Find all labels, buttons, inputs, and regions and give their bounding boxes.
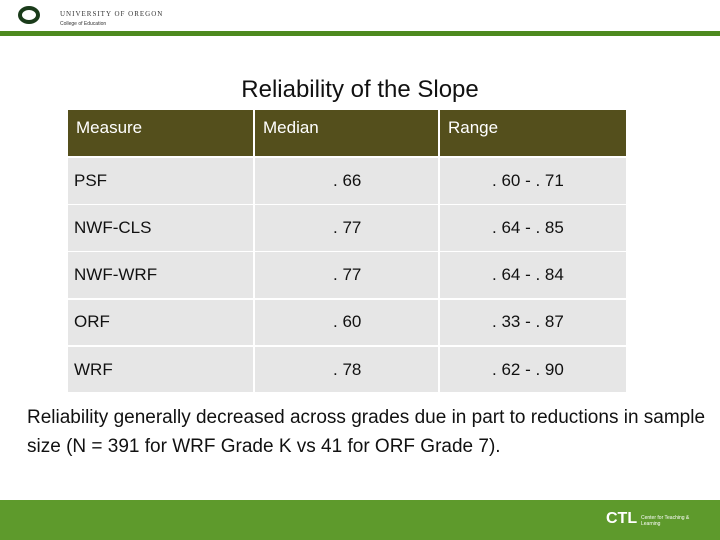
table-cell: PSF — [68, 158, 253, 204]
table-cell: . 66 — [255, 158, 438, 204]
table-cell: . 77 — [255, 252, 438, 298]
logo-mark — [18, 6, 40, 24]
table-cell: . 77 — [255, 205, 438, 251]
table-cell: NWF-CLS — [68, 205, 253, 251]
title: Reliability of the Slope — [241, 76, 479, 103]
table-cell: . 62 - . 90 — [440, 346, 626, 393]
caption: Reliability generally decreased across g… — [27, 407, 706, 457]
institution: UNIVERSITY OF OREGON — [60, 10, 164, 18]
column-header: Measure — [68, 110, 253, 156]
footer-logo: CTL — [606, 510, 638, 527]
table-cell: . 64 - . 85 — [440, 205, 626, 251]
column-header: Median — [255, 110, 438, 156]
college: College of Education — [60, 21, 107, 27]
table-cell: ORF — [68, 299, 253, 346]
footer-bar — [0, 500, 720, 540]
table-cell: WRF — [68, 346, 253, 393]
table-cell: . 64 - . 84 — [440, 252, 626, 298]
header-bar — [0, 31, 720, 36]
column-header: Range — [440, 110, 626, 156]
footer-text: Center for Teaching & Learning — [641, 515, 690, 527]
table-cell: . 60 - . 71 — [440, 158, 626, 204]
table-cell: . 60 — [255, 299, 438, 346]
table-cell: . 33 - . 87 — [440, 299, 626, 346]
table-cell: NWF-WRF — [68, 252, 253, 298]
table-cell: . 78 — [255, 346, 438, 393]
